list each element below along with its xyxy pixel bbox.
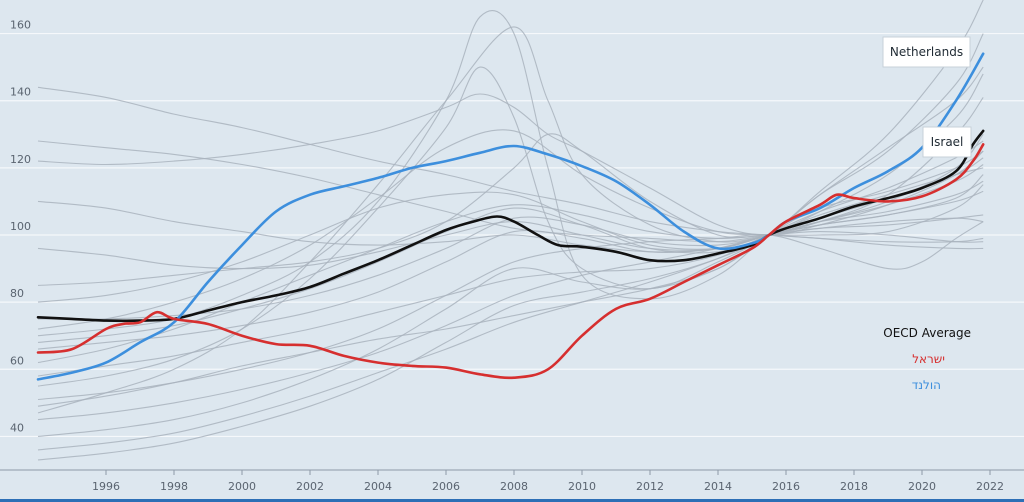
legend: OECD Average ישראל הולנד (883, 326, 971, 392)
x-tick-label-2008: 2008 (500, 480, 528, 493)
x-tick-label-1996: 1996 (92, 480, 120, 493)
y-tick-label-100: 100 (10, 220, 31, 233)
y-tick-label-160: 160 (10, 19, 31, 32)
x-tick-label-2022: 2022 (976, 480, 1004, 493)
x-tick-label-2014: 2014 (704, 480, 732, 493)
series-line-netherlands (36, 52, 985, 381)
series-line-israel (36, 143, 985, 380)
y-axis-tick-labels: 40 60 80 100 120 140 160 (10, 19, 31, 435)
y-tick-label-80: 80 (10, 287, 24, 300)
x-tick-label-2010: 2010 (568, 480, 596, 493)
y-tick-label-60: 60 (10, 354, 24, 367)
grid-lines (0, 32, 1024, 475)
bottom-border (0, 499, 1024, 502)
y-tick-label-120: 120 (10, 153, 31, 166)
x-tick-label-1998: 1998 (160, 480, 188, 493)
series-line-other-15 (37, 204, 984, 364)
x-tick-label-2016: 2016 (772, 480, 800, 493)
series-callouts: Netherlands Israel (882, 36, 972, 158)
legend-netherlands: הולנד (912, 378, 941, 392)
series-line-other-9 (37, 191, 984, 303)
series-line-other-19 (37, 157, 984, 451)
series-line-other-21 (37, 190, 984, 350)
x-tick-label-2012: 2012 (636, 480, 664, 493)
legend-oecd-average: OECD Average (883, 326, 971, 340)
callout-netherlands-label: Netherlands (890, 45, 963, 59)
series-line-other-13 (37, 140, 984, 407)
x-tick-label-2000: 2000 (228, 480, 256, 493)
series-line-other-1 (37, 86, 984, 243)
highlighted-series (36, 52, 985, 381)
series-line-other-3 (37, 93, 984, 236)
y-tick-label-140: 140 (10, 86, 31, 99)
callout-israel: Israel (922, 126, 972, 158)
series-line-other-12 (37, 0, 984, 461)
series-line-oecd (36, 129, 985, 323)
y-tick-label-40: 40 (10, 421, 24, 434)
series-line-other-20 (37, 180, 984, 320)
x-tick-label-2006: 2006 (432, 480, 460, 493)
x-tick-label-2004: 2004 (364, 480, 392, 493)
series-line-other-5 (37, 133, 984, 270)
callout-israel-label: Israel (931, 135, 964, 149)
series-line-other-11 (37, 33, 984, 437)
x-tick-label-2018: 2018 (840, 480, 868, 493)
legend-israel: ישראל (912, 352, 945, 366)
x-axis-tick-labels: 1996 1998 2000 2002 2004 2006 2008 2010 2012 2014… (92, 480, 1004, 493)
series-line-other-14 (37, 167, 984, 377)
callout-netherlands: Netherlands (882, 36, 971, 68)
x-tick-label-2002: 2002 (296, 480, 324, 493)
series-line-other-8 (37, 26, 984, 414)
other-country-series (37, 0, 984, 461)
series-line-other-18 (37, 164, 984, 421)
series-line-other-17 (37, 221, 984, 401)
series-line-other-10 (37, 73, 984, 343)
x-tick-label-2020: 2020 (908, 480, 936, 493)
series-line-other-16 (37, 129, 984, 330)
